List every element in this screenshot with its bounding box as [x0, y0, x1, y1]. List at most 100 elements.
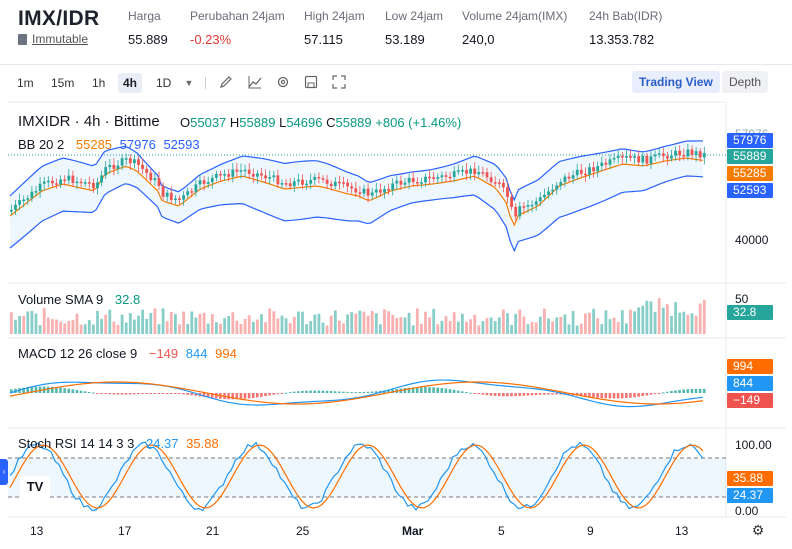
stat-value: 53.189 [385, 32, 425, 47]
volume-bar [674, 302, 677, 334]
macd-hist-bar [354, 392, 357, 394]
macd-hist-bar [231, 393, 234, 400]
volume-bar [551, 321, 554, 334]
macd-hist-bar [321, 390, 325, 393]
candle-body [686, 149, 690, 157]
volume-bar [112, 321, 116, 334]
bb-label: BB 20 2 [18, 137, 65, 152]
volume-bar [407, 312, 411, 334]
volume-bar [51, 319, 54, 334]
stat-key: Perubahan 24jam [190, 9, 285, 23]
candle-body [305, 183, 308, 186]
axis-label: 50 [735, 292, 749, 306]
macd-hist-bar [149, 393, 152, 394]
candle-body [370, 192, 374, 196]
candle-body [473, 168, 477, 175]
candle-body [18, 200, 21, 205]
volume-bar [219, 323, 222, 334]
volume-bar [202, 312, 206, 334]
time-label: 21 [206, 524, 220, 538]
candle-body [301, 179, 304, 185]
project-link[interactable]: Immutable [18, 32, 88, 46]
time-label: 5 [498, 524, 505, 538]
candle-body [96, 182, 99, 189]
dropdown-icon[interactable]: ▼ [184, 78, 194, 88]
macd-hist-bar [493, 393, 497, 396]
save-icon[interactable] [303, 75, 319, 91]
macd-hist-bar [30, 386, 34, 393]
macd-hist-bar [637, 393, 640, 397]
volume-bar [555, 317, 559, 334]
macd-hist-bar [674, 390, 677, 393]
macd-hist-bar [629, 393, 632, 398]
macd-hist-bar [649, 393, 653, 395]
volume-bar [690, 313, 694, 334]
candle-body [157, 178, 161, 187]
macd-hist-bar [448, 389, 452, 393]
macd-hist-bar [461, 391, 464, 393]
macd-hist-bar [288, 392, 292, 394]
volume-bar [145, 318, 149, 334]
draw-icon[interactable] [218, 75, 234, 91]
macd-hist-bar [292, 391, 296, 393]
trading-view-tab[interactable]: Trading View [632, 71, 720, 93]
macd-hist-bar [206, 393, 210, 398]
volume-bar [600, 324, 604, 334]
macd-hist-bar [346, 391, 349, 393]
volume-bar [686, 314, 690, 334]
candle-body [530, 204, 534, 207]
volume-bar [104, 314, 108, 334]
interval-1d[interactable]: 1D [156, 76, 172, 90]
volume-bar [247, 315, 251, 334]
candle-body [219, 174, 222, 176]
project-label[interactable]: Immutable [32, 32, 89, 46]
volume-bar [243, 318, 247, 334]
volume-bar [18, 315, 21, 334]
bb-upper-value: 57976 [119, 137, 156, 152]
volume-bar [420, 323, 423, 334]
candle-body [161, 186, 165, 197]
volume-bar [30, 310, 34, 334]
interval-1m[interactable]: 1m [17, 76, 34, 90]
macd-hist-bar [596, 393, 599, 398]
interval-4h[interactable]: 4h [118, 73, 143, 93]
bb-legend: BB 20 2 55285 57976 52593 [18, 137, 200, 152]
candle-body [514, 207, 518, 217]
time-label: 9 [587, 524, 594, 538]
macd-hist-bar [559, 393, 562, 395]
macd-hist-bar [182, 393, 185, 395]
volume-bar [666, 304, 669, 334]
candle-body [702, 152, 706, 158]
candle-body [620, 155, 624, 158]
time-label: 13 [675, 524, 689, 538]
macd-hist-bar [133, 393, 136, 395]
candle-body [387, 189, 390, 191]
candle-body [592, 167, 595, 172]
depth-tab[interactable]: Depth [722, 71, 769, 93]
macd-hist-bar [10, 389, 13, 393]
macd-hist-bar [342, 391, 345, 393]
macd-hist-bar [83, 391, 87, 393]
candle-body [559, 181, 563, 186]
candle-body [448, 176, 452, 179]
settings-icon[interactable] [275, 75, 291, 91]
volume-bar [108, 309, 112, 334]
macd-hist-bar [55, 387, 58, 393]
chart-settings-icon[interactable]: ⚙ [751, 522, 765, 538]
macd-hist-bar [657, 393, 661, 394]
stat-key: Harga [128, 9, 161, 23]
volume-bar [38, 325, 42, 334]
side-panel-toggle-icon[interactable]: › [0, 459, 8, 485]
interval-1h[interactable]: 1h [92, 76, 106, 90]
macd-hist-bar [481, 393, 485, 395]
volume-bar [239, 323, 243, 334]
indicator-icon[interactable] [247, 75, 263, 91]
fullscreen-icon[interactable] [331, 75, 347, 91]
macd-hist-bar [588, 393, 591, 397]
macd-hist-bar [555, 393, 558, 395]
macd-hist-bar [653, 393, 657, 394]
stat-value: -0.23% [190, 32, 232, 47]
macd-hist-bar [547, 393, 550, 395]
interval-15m[interactable]: 15m [51, 76, 75, 90]
